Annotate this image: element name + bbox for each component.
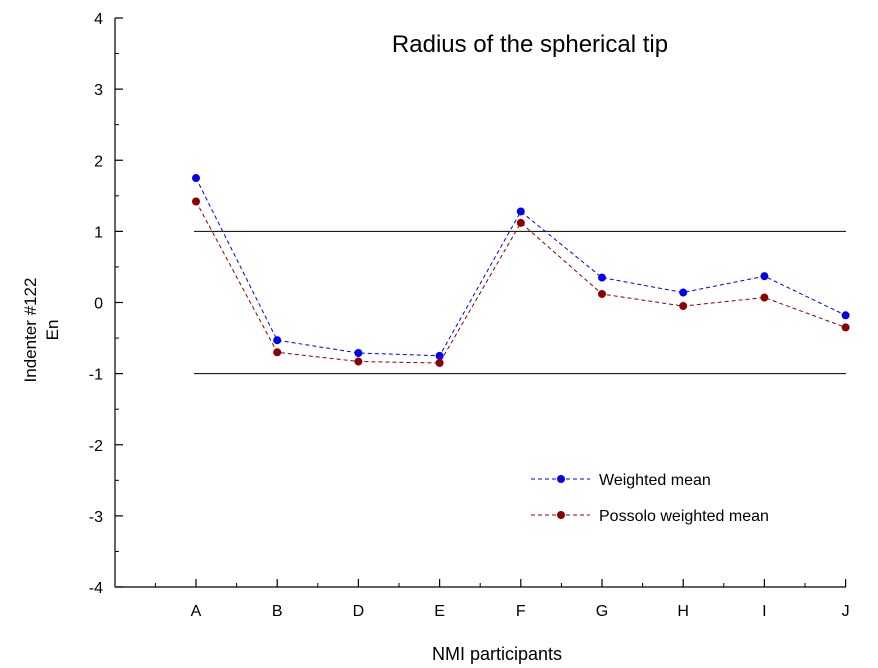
series-2 (192, 197, 850, 367)
x-axis-title: NMI participants (432, 644, 562, 664)
data-point (679, 302, 688, 311)
x-tick-label: H (677, 603, 689, 620)
y-ticks: 4 3 2 1 0 -1 -2 -3 -4 (89, 11, 123, 597)
y-axis-title-line2: En (43, 320, 62, 341)
data-point (516, 218, 525, 227)
y-tick-label: -4 (89, 580, 103, 597)
x-tick-label: J (842, 603, 850, 620)
y-tick-label: 4 (94, 11, 103, 28)
data-point (273, 336, 282, 345)
series-layer (192, 174, 850, 367)
data-point (679, 288, 688, 297)
data-point (760, 293, 769, 302)
data-point (192, 174, 200, 183)
chart-title: Radius of the spherical tip (392, 31, 668, 58)
data-point (841, 311, 850, 320)
x-tick-label: D (353, 603, 365, 620)
data-point (435, 351, 444, 360)
legend-swatch-marker (557, 475, 565, 483)
y-axis-title: Indenter #122 En (21, 278, 62, 383)
data-point (354, 357, 363, 366)
legend-label: Possolo weighted mean (599, 508, 769, 525)
legend-label: Weighted mean (599, 472, 711, 489)
x-tick-label: F (516, 603, 526, 620)
data-point (760, 272, 769, 281)
data-point (192, 197, 200, 206)
y-tick-label: 2 (94, 153, 103, 170)
reference-lines (194, 230, 846, 375)
x-tick-label: I (762, 603, 766, 620)
series-line (195, 177, 846, 357)
y-axis-title-line1: Indenter #122 (21, 278, 40, 383)
y-tick-label: -1 (89, 367, 103, 384)
y-tick-label: -2 (89, 438, 103, 455)
y-tick-label: -3 (89, 509, 103, 526)
y-tick-label: 1 (94, 224, 103, 241)
data-point (516, 207, 525, 216)
series-line (195, 201, 846, 364)
y-tick-label: 3 (94, 82, 103, 99)
data-point (841, 323, 850, 332)
legend-swatch-marker (557, 511, 565, 519)
data-point (273, 348, 282, 357)
x-tick-label: G (596, 603, 608, 620)
x-tick-label: E (434, 603, 445, 620)
data-point (598, 273, 606, 282)
series-1 (192, 174, 850, 360)
y-tick-label: 0 (94, 296, 103, 313)
data-point (354, 348, 363, 357)
data-point (435, 358, 444, 367)
legend: Weighted mean Possolo weighted mean (531, 472, 769, 525)
data-point (598, 289, 606, 298)
x-tick-label: A (191, 603, 202, 620)
x-tick-label: B (272, 603, 283, 620)
